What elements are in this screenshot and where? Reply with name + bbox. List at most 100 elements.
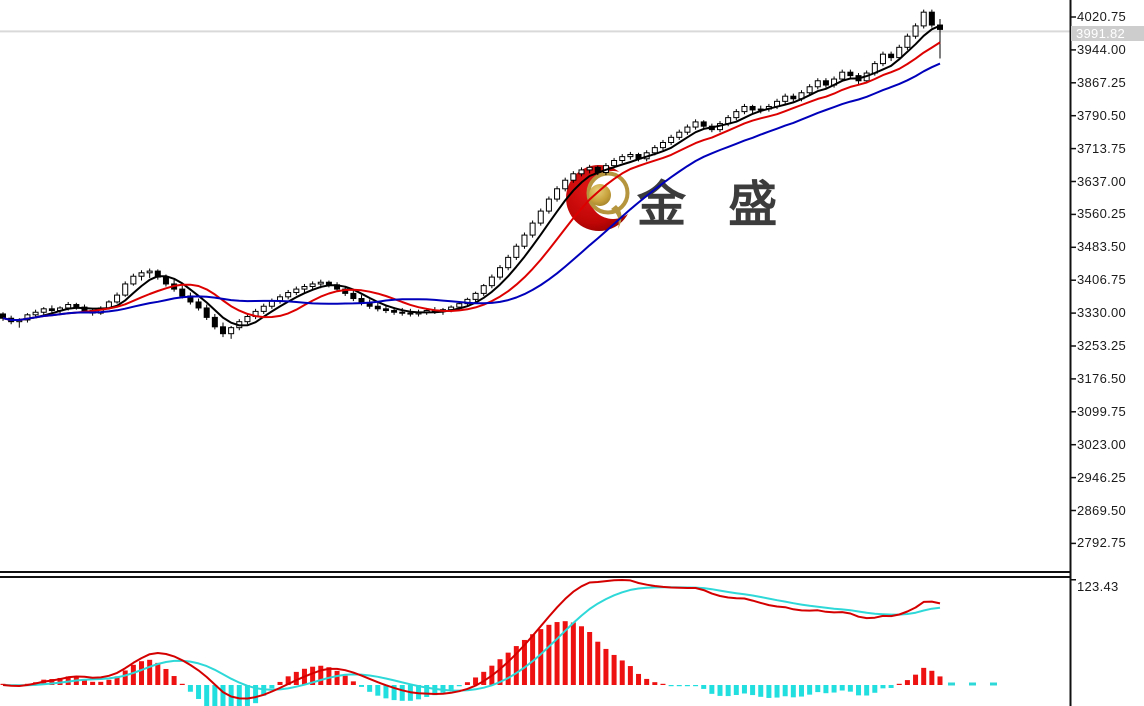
candle-body (537, 210, 544, 224)
moving-averages (2, 24, 941, 327)
candle-body (48, 308, 55, 312)
candle-body (146, 270, 153, 274)
axes (0, 0, 1076, 706)
price-tick-label: 3023.00 (1077, 436, 1127, 452)
price-tick-label: 3406.75 (1077, 272, 1127, 288)
last-price-badge: 3991.82 (1071, 26, 1144, 41)
macd-hist-bar (676, 685, 682, 687)
macd-hist-bar (285, 676, 291, 685)
macd-hist-bar (693, 685, 699, 687)
candle-body (472, 292, 479, 300)
macd-hist-bar (880, 685, 886, 689)
macd-hist-bar (139, 661, 145, 685)
macd-hist-bar (424, 685, 430, 697)
panel-divider-top (0, 571, 1070, 573)
price-tick-label: 4020.75 (1077, 9, 1127, 24)
macd-hist-bar (741, 685, 747, 694)
macd-hist-bar (929, 670, 935, 685)
candle-body (391, 310, 398, 313)
candle-body (505, 256, 512, 269)
candle-body (627, 153, 634, 158)
macd-hist-bar (888, 685, 894, 688)
macd-indicator (0, 579, 1010, 706)
candle-body (480, 285, 487, 294)
candle-body (676, 131, 683, 138)
macd-hist-bar (701, 685, 707, 689)
macd-hist-bar (220, 685, 226, 706)
macd-hist-bar (864, 685, 870, 696)
price-tick-label: 3330.00 (1077, 305, 1127, 321)
candle-body (920, 11, 927, 27)
macd-hist-bar (114, 676, 120, 685)
candle-body (554, 188, 561, 200)
candle-body (806, 86, 813, 94)
price-tick-label: 2946.25 (1077, 469, 1127, 485)
candle-body (700, 121, 707, 127)
candle-body (651, 147, 658, 154)
candle-body (317, 281, 324, 285)
candle-body (293, 288, 300, 294)
candle-body (407, 312, 414, 315)
macd-hist-bar (554, 622, 560, 685)
candle-body (733, 111, 740, 119)
macd-hist-bar (750, 685, 756, 696)
macd-hist-bar (106, 679, 112, 685)
macd-hist-bar (326, 667, 332, 685)
price-axis-tick (1070, 411, 1076, 413)
candle-body (822, 80, 829, 86)
macd-hist-bar (90, 681, 96, 685)
candle-body (65, 304, 72, 309)
macd-hist-bar (587, 631, 593, 685)
price-tick-label: 3790.50 (1077, 107, 1127, 123)
macd-hist-bar (921, 667, 927, 685)
macd-hist-bar (253, 685, 259, 704)
macd-hist-bar (163, 668, 169, 685)
macd-hist-bar (578, 626, 584, 685)
price-axis-tick (1070, 114, 1076, 117)
candle-body (301, 286, 308, 290)
macd-hist-bar (652, 682, 658, 685)
macd-hist-bar (187, 685, 193, 692)
macd-hist-bar (798, 685, 804, 697)
macd-hist-bar (367, 685, 373, 692)
logo-gold-ball (589, 184, 611, 206)
price-axis-tick (1070, 443, 1076, 446)
candle-body (40, 308, 47, 313)
macd-hist-bar (823, 685, 829, 694)
price-axis-tick (1070, 509, 1076, 512)
price-tick-label: 3483.50 (1077, 239, 1127, 255)
candle-body (228, 327, 235, 335)
macd-hist-bar (383, 685, 389, 699)
macd-hist-bar (562, 621, 568, 685)
candle-body (545, 198, 552, 212)
macd-hist-bar (847, 685, 853, 692)
macd-hist-bar (318, 665, 324, 685)
macd-hist-bar (636, 673, 642, 685)
macd-hist-bar (179, 683, 185, 685)
macd-hist-bar (530, 634, 536, 685)
candle-body (114, 294, 121, 303)
price-axis-tick (1070, 312, 1076, 314)
macd-hist-bar (538, 629, 544, 685)
candle-body (122, 283, 129, 296)
macd-hist-bar (432, 685, 438, 696)
logo-gold-leaf (611, 205, 622, 229)
macd-hist-bar (49, 679, 55, 685)
price-tick-label: 3944.00 (1077, 41, 1127, 57)
candle-body (684, 126, 691, 133)
macd-hist-bar (464, 682, 470, 685)
candle-body (529, 222, 536, 236)
macd-hist-bar (334, 670, 340, 685)
price-tick-label: 2792.75 (1077, 535, 1127, 551)
macd-hist-bar (766, 685, 772, 698)
candle-body (211, 316, 218, 328)
candle-body (456, 303, 463, 308)
macd-hist-bar (57, 677, 63, 685)
price-axis-tick (1070, 345, 1076, 347)
macd-hist-bar (204, 685, 210, 706)
macd-hist-bar (342, 675, 348, 685)
candle-body (219, 326, 226, 335)
candle-body (138, 272, 145, 277)
ma-mid-line (2, 41, 941, 321)
